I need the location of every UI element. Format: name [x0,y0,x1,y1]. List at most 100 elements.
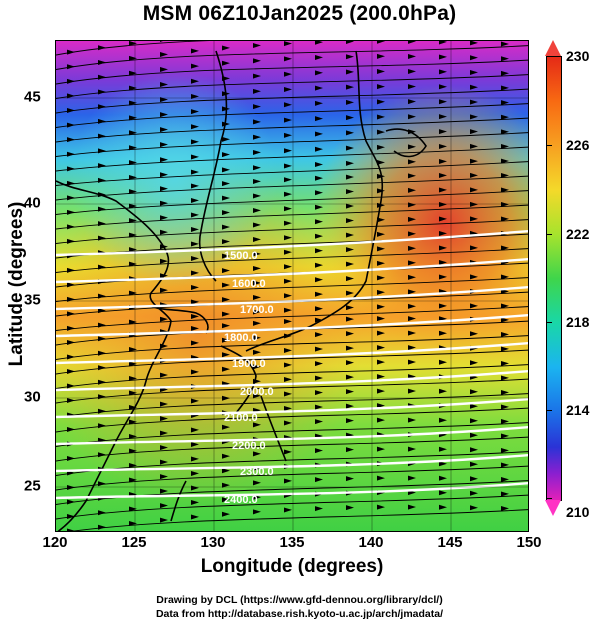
wind-arrow [160,372,168,378]
wind-arrow [222,224,230,230]
wind-arrow [408,475,416,481]
wind-arrow [129,55,137,61]
wind-arrow [408,359,416,365]
wind-arrow [501,505,509,511]
wind-arrow [315,175,323,181]
wind-arrow [160,445,168,451]
contour-line [56,229,528,257]
streamline [56,407,528,433]
wind-arrow [67,528,75,531]
wind-arrow [439,99,447,105]
wind-arrow [439,260,447,266]
wind-arrow [191,78,199,84]
wind-arrow [470,172,478,178]
wind-arrow [129,85,137,91]
wind-arrow [160,401,168,407]
wind-arrow [439,245,447,251]
streamline [56,175,528,201]
wind-arrow [98,350,106,356]
wind-arrow [253,480,261,486]
wind-arrow [470,143,478,149]
wind-arrow [346,99,354,105]
wind-arrow [470,461,478,467]
wind-arrow [253,494,261,500]
colorbar-max-arrow [545,40,561,56]
wind-arrow [191,270,199,276]
wind-arrow [439,216,447,222]
wind-arrow [222,282,230,288]
wind-arrow [408,144,416,150]
wind-arrow [315,248,323,254]
wind-arrow [315,346,323,352]
wind-arrow [470,490,478,496]
colorbar-tick-label: 218 [566,314,590,330]
wind-arrow [315,219,323,225]
wind-arrow [408,129,416,135]
wind-arrow [284,220,292,226]
wind-arrow [470,245,478,251]
wind-arrow [284,163,292,169]
wind-arrow [377,289,385,295]
wind-arrow [284,377,292,383]
wind-arrow [129,232,137,238]
wind-arrow [284,420,292,426]
wind-arrow [346,189,354,195]
wind-arrow [222,253,230,259]
wind-arrow [377,403,385,409]
wind-arrow [98,365,106,371]
wind-arrow [439,475,447,481]
wind-arrow [346,174,354,180]
wind-arrow [470,70,478,76]
contour-label: 1800.0 [224,332,258,344]
wind-arrow [284,177,292,183]
wind-arrow [284,56,292,62]
wind-arrow [129,290,137,296]
wind-arrow [129,390,137,396]
wind-arrow [501,317,509,323]
wind-arrow [160,172,168,178]
wind-arrow [439,173,447,179]
wind-arrow [98,148,106,154]
wind-arrow [191,212,199,218]
wind-arrow [222,60,230,66]
wind-arrow [408,173,416,179]
map-svg: 1500.0 1600.0 1700.0 1800.0 1900.0 2000.0 2100… [56,41,528,531]
wind-arrow [191,470,199,476]
wind-arrow [408,216,416,222]
wind-arrow [501,172,509,178]
colorbar-tick-mark [546,498,552,499]
streamline [56,465,528,491]
wind-arrow [98,118,106,124]
wind-arrow [284,319,292,325]
wind-arrow [377,41,385,44]
wind-arrow [98,322,106,328]
wind-arrow [98,293,106,299]
wind-arrow [501,187,509,193]
wind-arrow [67,137,75,143]
wind-arrow [346,331,354,337]
wind-arrow [501,129,509,135]
wind-arrow [470,201,478,207]
wind-arrow [129,434,137,440]
wind-arrow [160,459,168,465]
wind-arrow [439,504,447,510]
contour-label: 1900.0 [232,358,266,370]
wind-arrow [160,82,168,88]
wind-arrow [315,190,323,196]
wind-arrow [501,346,509,352]
wind-arrow [377,188,385,194]
wind-arrow [439,158,447,164]
wind-arrow [98,133,106,139]
wind-arrow [222,497,230,503]
contour-label: 1500.0 [224,250,258,262]
wind-arrow [253,73,261,79]
wind-arrow [129,218,137,224]
wind-arrow [67,427,75,433]
wind-arrow [67,499,75,505]
contour-line [56,397,528,419]
x-tick-label: 125 [121,534,147,551]
wind-arrow [284,278,292,284]
wind-arrow [408,446,416,452]
streamline [56,378,528,404]
wind-arrow [408,260,416,266]
